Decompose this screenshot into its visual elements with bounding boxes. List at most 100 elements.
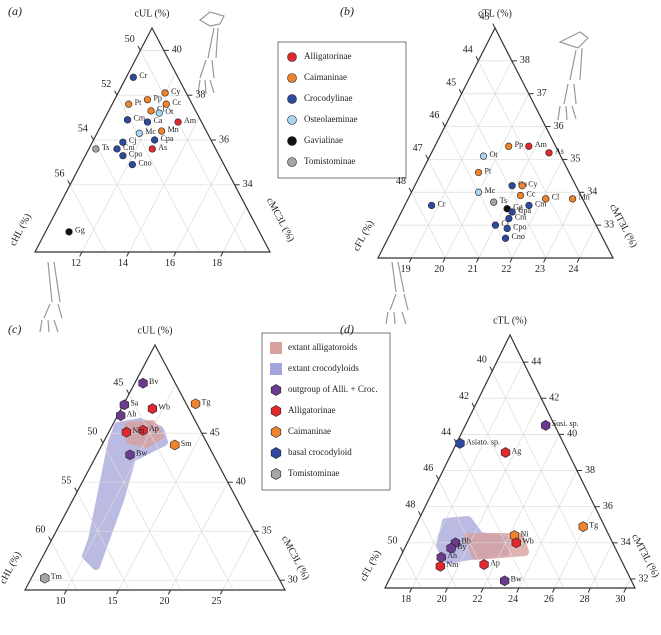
bottom-tick-label: 20 xyxy=(434,264,444,275)
left-tick-label: 45 xyxy=(446,77,456,88)
right-tick-label: 32 xyxy=(639,573,649,584)
point xyxy=(491,221,500,229)
point xyxy=(508,182,516,190)
grid-line xyxy=(93,139,153,253)
bottom-tick-label: 19 xyxy=(401,264,411,275)
point xyxy=(516,191,525,200)
point-label: Cni xyxy=(123,143,135,152)
point xyxy=(525,201,533,210)
left-tick-label: 44 xyxy=(441,427,451,438)
bottom-tick-label: 10 xyxy=(56,596,66,607)
tick-mark xyxy=(444,587,448,593)
grid-line xyxy=(554,506,596,589)
triangle-frame xyxy=(24,343,286,591)
point xyxy=(505,214,513,223)
point-label: Pt xyxy=(135,98,142,107)
grid-line xyxy=(444,93,530,259)
point-label: Ah xyxy=(127,409,137,418)
tick-mark xyxy=(516,587,520,593)
grid-line xyxy=(482,434,560,589)
point xyxy=(151,136,159,144)
right-tick-label: 30 xyxy=(288,574,298,585)
panel-label: (c) xyxy=(8,322,21,336)
point-label: Gg xyxy=(513,203,523,212)
point-label: Cm xyxy=(134,114,146,123)
point-label: Bw xyxy=(511,575,522,584)
point xyxy=(119,399,129,411)
tick-mark xyxy=(114,90,118,96)
point-label: Cpa xyxy=(518,206,531,215)
left-tick-label: 46 xyxy=(423,463,433,474)
grid-line xyxy=(438,479,493,589)
point-label: Asiato. sp. xyxy=(466,437,500,446)
legend-label: Osteolaeminae xyxy=(304,114,357,124)
legend-swatch xyxy=(287,94,297,104)
right-tick-label: 40 xyxy=(567,429,577,440)
left-tick-label: 48 xyxy=(405,499,415,510)
point xyxy=(500,447,511,458)
bottom-tick-label: 18 xyxy=(401,594,411,605)
point-label: Cj xyxy=(501,219,509,228)
point xyxy=(125,449,135,461)
point-label: Pt xyxy=(485,166,492,175)
point xyxy=(170,439,180,451)
point xyxy=(113,145,121,153)
point-label: Pp xyxy=(515,140,523,149)
grid-line xyxy=(461,93,547,259)
point xyxy=(545,149,553,157)
point xyxy=(474,168,483,177)
legend-label: extant alligatoroids xyxy=(288,342,358,352)
left-tick-label: 50 xyxy=(125,34,135,45)
right-tick-label: 40 xyxy=(236,476,246,487)
point xyxy=(174,118,182,126)
point xyxy=(65,228,73,236)
point xyxy=(92,145,100,153)
grid-line xyxy=(411,361,524,589)
bottom-tick-label: 24 xyxy=(508,594,518,605)
point-label: As xyxy=(158,143,167,152)
point xyxy=(428,201,436,210)
point xyxy=(508,208,516,216)
legend-label: Caimaninae xyxy=(304,72,347,82)
point-label: Ah xyxy=(447,551,457,560)
left-tick-label: 43 xyxy=(480,12,490,23)
tick-mark xyxy=(418,511,422,516)
right-tick-label: 35 xyxy=(570,154,580,165)
point-label: Tg xyxy=(589,520,598,529)
grid-line xyxy=(128,393,234,591)
tick-mark xyxy=(100,438,104,444)
point xyxy=(147,107,155,115)
point-label: Nm xyxy=(132,426,145,435)
point-label: Cl xyxy=(552,193,560,202)
tick-mark xyxy=(458,89,463,94)
point xyxy=(511,537,521,549)
tick-mark xyxy=(167,589,172,595)
point xyxy=(503,224,511,233)
point xyxy=(143,96,152,104)
point xyxy=(161,89,169,97)
point xyxy=(578,521,588,532)
left-tick-label: 50 xyxy=(87,427,97,438)
point xyxy=(123,116,132,124)
grid-line xyxy=(118,433,203,591)
tick-mark xyxy=(475,56,479,62)
tick-mark xyxy=(480,587,484,593)
bottom-tick-label: 24 xyxy=(569,264,579,275)
point-label: Mc xyxy=(485,186,496,195)
grid-line xyxy=(590,542,613,589)
point xyxy=(490,198,498,206)
point-label: Cni xyxy=(515,212,527,221)
tick-mark xyxy=(489,366,493,372)
right-tick-label: 36 xyxy=(219,134,229,145)
grid-line xyxy=(69,184,106,253)
tick-mark xyxy=(90,135,94,141)
point xyxy=(501,234,510,242)
point-label: Sa xyxy=(130,399,138,408)
point xyxy=(446,542,456,554)
grid-line xyxy=(456,443,529,589)
ternary-panel: (a) 12 14 16 18 34 36 38 40 50 52 54 56 cUL (%) cMC3L … xyxy=(8,4,407,269)
tick-mark xyxy=(408,187,412,193)
bottom-tick-label: 16 xyxy=(165,258,175,269)
bottom-tick-label: 20 xyxy=(160,596,170,607)
